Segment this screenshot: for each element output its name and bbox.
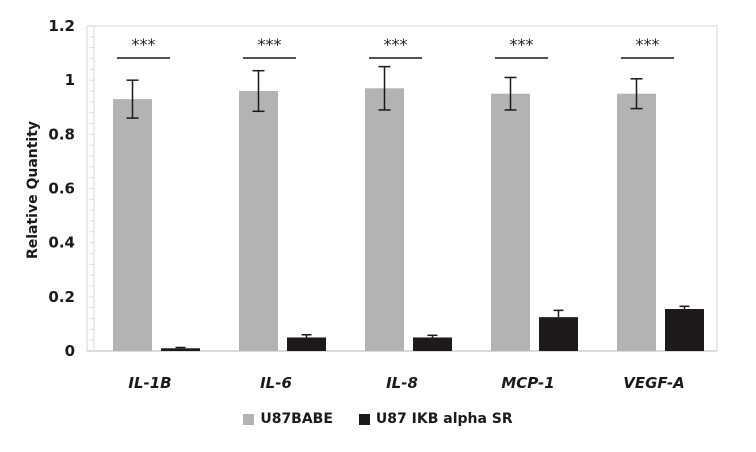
legend-swatch-icon	[358, 413, 370, 425]
legend: U87BABE U87 IKB alpha SR	[0, 411, 756, 427]
x-axis-labels: IL-1B IL-6 IL-8 MCP-1 VEGF-A	[128, 374, 684, 392]
bar-u87babe	[365, 88, 404, 352]
significance-label: ***	[258, 35, 282, 54]
y-axis: 0 0.2 0.4 0.6 0.8 1 1.2	[48, 17, 95, 360]
significance-label: ***	[636, 35, 660, 54]
bar-u87-ikb-alpha-sr	[413, 337, 452, 351]
significance-label: ***	[384, 35, 408, 54]
bar-u87babe	[491, 93, 530, 351]
legend-item-u87-ikb-alpha-sr: U87 IKB alpha SR	[358, 411, 513, 427]
x-tick-label: IL-6	[260, 374, 292, 392]
bar-u87-ikb-alpha-sr	[665, 309, 704, 351]
legend-label: U87 IKB alpha SR	[375, 411, 513, 427]
bar-u87babe	[239, 91, 278, 351]
y-tick-label: 0.2	[48, 288, 75, 306]
y-tick-label: 0.4	[48, 234, 75, 252]
y-tick-label: 0.8	[48, 125, 75, 143]
bar-u87babe	[113, 99, 152, 351]
y-tick-label: 0.6	[48, 180, 75, 198]
y-axis-title: Relative Quantity	[25, 121, 41, 259]
bar-u87babe	[617, 93, 656, 351]
x-tick-label: IL-1B	[128, 374, 171, 392]
x-tick-label: IL-8	[386, 374, 418, 392]
y-tick-label: 1	[65, 71, 75, 89]
x-tick-label: MCP-1	[501, 374, 554, 392]
y-tick-label: 0	[65, 342, 75, 360]
bar-u87-ikb-alpha-sr	[161, 348, 200, 351]
significance-annotations: *** *** *** *** ***	[117, 35, 674, 59]
legend-swatch-icon	[243, 413, 255, 425]
x-tick-label: VEGF-A	[623, 374, 685, 392]
legend-item-u87babe: U87BABE	[243, 411, 333, 427]
bars	[113, 65, 704, 352]
bar-u87-ikb-alpha-sr	[539, 317, 578, 351]
bar-u87-ikb-alpha-sr	[287, 337, 326, 351]
legend-label: U87BABE	[260, 411, 333, 427]
significance-label: ***	[132, 35, 156, 54]
y-tick-label: 1.2	[48, 17, 75, 35]
significance-label: ***	[510, 35, 534, 54]
